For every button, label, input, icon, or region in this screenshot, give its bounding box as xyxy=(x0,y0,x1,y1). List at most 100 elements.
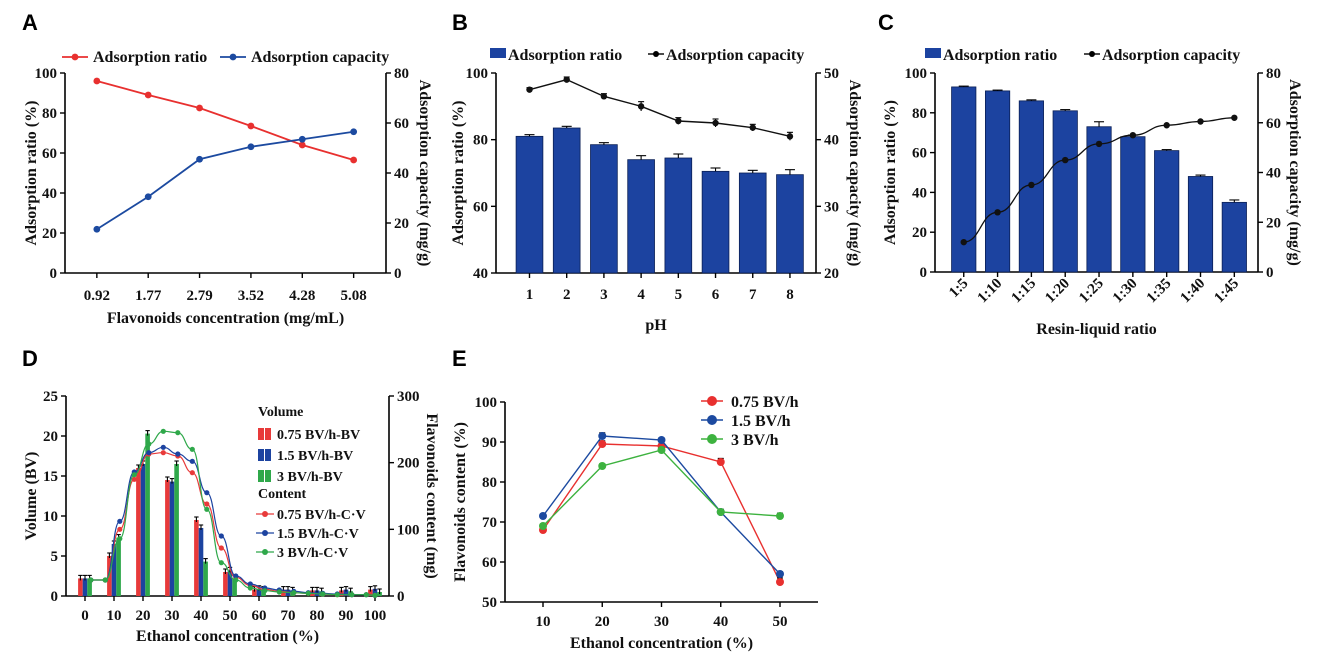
data-point xyxy=(160,450,166,456)
y2-tick-label: 40 xyxy=(1266,166,1281,182)
series-line xyxy=(529,78,791,138)
y-tick-label: 80 xyxy=(912,106,927,122)
data-point xyxy=(175,451,181,457)
bar xyxy=(1052,110,1078,273)
x-tick-label: 20 xyxy=(595,614,610,630)
data-point xyxy=(539,522,547,530)
y2-tick-label: 40 xyxy=(394,166,409,182)
data-point xyxy=(144,193,152,201)
data-point xyxy=(291,590,297,596)
panel-letter-c: C xyxy=(878,10,894,35)
bar xyxy=(140,464,146,596)
bar xyxy=(701,170,730,274)
y-tick-label: 20 xyxy=(912,225,927,241)
legend-swatch xyxy=(265,428,271,440)
bar xyxy=(116,537,121,596)
data-point xyxy=(994,209,1001,216)
x-tick-label: 1:45 xyxy=(1211,276,1242,307)
bar xyxy=(984,90,1011,273)
data-point xyxy=(247,585,253,591)
x-tick-label: 1 xyxy=(526,287,534,303)
x-axis-label: Resin-liquid ratio xyxy=(1036,321,1156,338)
bar xyxy=(343,589,349,596)
y-axis-label: Flavonoids content (%) xyxy=(452,422,469,582)
x-tick-label: 1:30 xyxy=(1110,276,1141,307)
data-point xyxy=(117,526,123,532)
y-tick-label: 100 xyxy=(905,66,928,82)
legend-label: 0.75 BV/h-C·V xyxy=(277,508,366,523)
legend-label: Adsorption ratio xyxy=(508,47,622,64)
y2-axis-label: Adsorption capacity (mg/g) xyxy=(846,80,863,267)
panel-letter-e: E xyxy=(452,346,467,371)
x-tick-label: 1:35 xyxy=(1144,276,1175,307)
legend-marker xyxy=(1089,51,1095,57)
data-point xyxy=(204,506,210,512)
x-tick-label: 6 xyxy=(712,287,720,303)
y2-tick-label: 60 xyxy=(394,116,409,132)
data-point xyxy=(1231,114,1238,121)
data-point xyxy=(196,155,203,163)
data-point xyxy=(1197,118,1204,125)
bar xyxy=(227,570,233,596)
data-point xyxy=(350,156,358,164)
legend-marker xyxy=(262,530,268,536)
panel-letter-a: A xyxy=(22,10,38,35)
x-tick-label: 30 xyxy=(165,608,180,624)
x-tick-label: 1:20 xyxy=(1042,276,1073,307)
data-point xyxy=(320,591,326,597)
y-tick-label: 0 xyxy=(51,589,59,605)
bar xyxy=(1120,136,1146,273)
data-point xyxy=(175,430,181,436)
data-point xyxy=(298,141,306,149)
x-axis-label: Ethanol concentration (%) xyxy=(136,628,319,645)
y-tick-label: 80 xyxy=(42,106,57,122)
y-tick-label: 0 xyxy=(50,266,58,282)
data-point xyxy=(1062,156,1069,164)
y2-tick-label: 20 xyxy=(824,266,839,282)
y-tick-label: 90 xyxy=(482,435,497,451)
data-point xyxy=(334,592,340,598)
x-axis-label: Flavonoids concentration (mg/mL) xyxy=(107,310,344,327)
data-point xyxy=(160,444,166,450)
legend-label: 3 BV/h-BV xyxy=(277,470,343,485)
data-point xyxy=(117,518,123,524)
legend-swatch xyxy=(258,449,264,461)
data-point xyxy=(262,588,268,594)
data-point xyxy=(1129,131,1137,139)
panel-letter-d: D xyxy=(22,346,38,371)
data-point xyxy=(1095,140,1103,148)
data-point xyxy=(144,91,152,99)
y2-tick-label: 0 xyxy=(1266,265,1274,281)
panel-e-chart: 50 60 70 80 90 100 Flavonoids content (%) Ethan… xyxy=(452,394,818,652)
y2-axis-label: Adsorption capacity (mg/g) xyxy=(1286,79,1303,266)
y2-tick-label: 80 xyxy=(394,66,409,82)
data-point xyxy=(117,536,123,542)
y2-tick-label: 60 xyxy=(1266,116,1281,132)
bar xyxy=(232,578,237,596)
y2-tick-label: 20 xyxy=(1266,215,1281,231)
x-tick-label: 1:10 xyxy=(975,276,1006,307)
bar xyxy=(590,144,618,274)
y2-axis-label: Adsorption capacity (mg/g) xyxy=(416,80,433,267)
data-point xyxy=(218,545,224,551)
data-point xyxy=(776,578,784,586)
y-tick-label: 60 xyxy=(42,146,57,162)
y2-tick-label: 40 xyxy=(824,133,839,149)
bar xyxy=(198,528,204,596)
data-point xyxy=(598,432,607,440)
data-point xyxy=(716,458,725,466)
data-point xyxy=(776,570,784,578)
data-point xyxy=(776,512,784,520)
y-axis-label: Volume (BV) xyxy=(23,452,40,541)
y-tick-label: 100 xyxy=(35,66,58,82)
panel-letter-b: B xyxy=(452,10,468,35)
x-axis-label: Ethanol concentration (%) xyxy=(570,635,753,652)
legend-label: Adsorption ratio xyxy=(93,49,207,66)
data-point xyxy=(675,117,682,125)
x-tick-label: 80 xyxy=(310,608,325,624)
x-tick-label: 70 xyxy=(281,608,296,624)
data-point xyxy=(131,476,137,482)
legend-label: Adsorption capacity xyxy=(251,49,389,66)
data-point xyxy=(372,592,378,598)
y-tick-label: 10 xyxy=(43,509,58,525)
